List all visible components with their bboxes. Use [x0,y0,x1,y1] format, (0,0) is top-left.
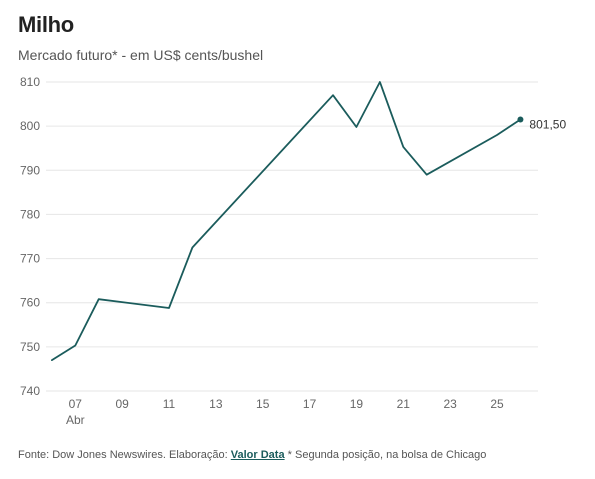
footer-note: * Segunda posição, na bolsa de Chicago [287,449,487,461]
x-tick-label: 17 [303,397,317,411]
last-data-point [517,116,524,123]
y-tick-label: 760 [20,296,40,310]
y-tick-label: 810 [20,75,40,89]
x-tick-label: 21 [397,397,411,411]
x-tick-label: 11 [163,397,176,411]
chart-title: Milho [18,12,74,37]
x-month-label: Abr [66,413,85,427]
chart-subtitle: Mercado futuro* - em US$ cents/bushel [18,47,264,63]
y-tick-label: 750 [20,340,40,354]
y-tick-label: 780 [20,207,40,221]
x-tick-label: 19 [350,397,364,411]
y-tick-label: 800 [20,119,40,133]
chart-footer: Fonte: Dow Jones Newswires. Elaboração: … [18,449,486,461]
x-tick-label: 23 [443,397,457,411]
x-tick-label: 15 [256,397,270,411]
valor-data-link[interactable]: Valor Data [230,449,285,461]
footer-source: Fonte: Dow Jones Newswires. Elaboração: [18,449,228,461]
x-tick-label: 25 [490,397,504,411]
x-tick-label: 13 [209,397,223,411]
x-tick-label: 07 [69,397,83,411]
x-tick-label: 09 [115,397,129,411]
y-tick-label: 790 [20,163,40,177]
series-line [51,81,522,361]
last-value-label: 801,50 [529,118,566,132]
y-tick-label: 770 [20,252,40,266]
y-tick-label: 740 [20,384,40,398]
y-axis-ticks: 740 750 760 770 780 790 800 810 [20,75,40,398]
grid-lines [46,81,538,392]
x-axis-ticks: 07 09 11 13 15 17 19 21 23 25 Abr [66,397,504,427]
